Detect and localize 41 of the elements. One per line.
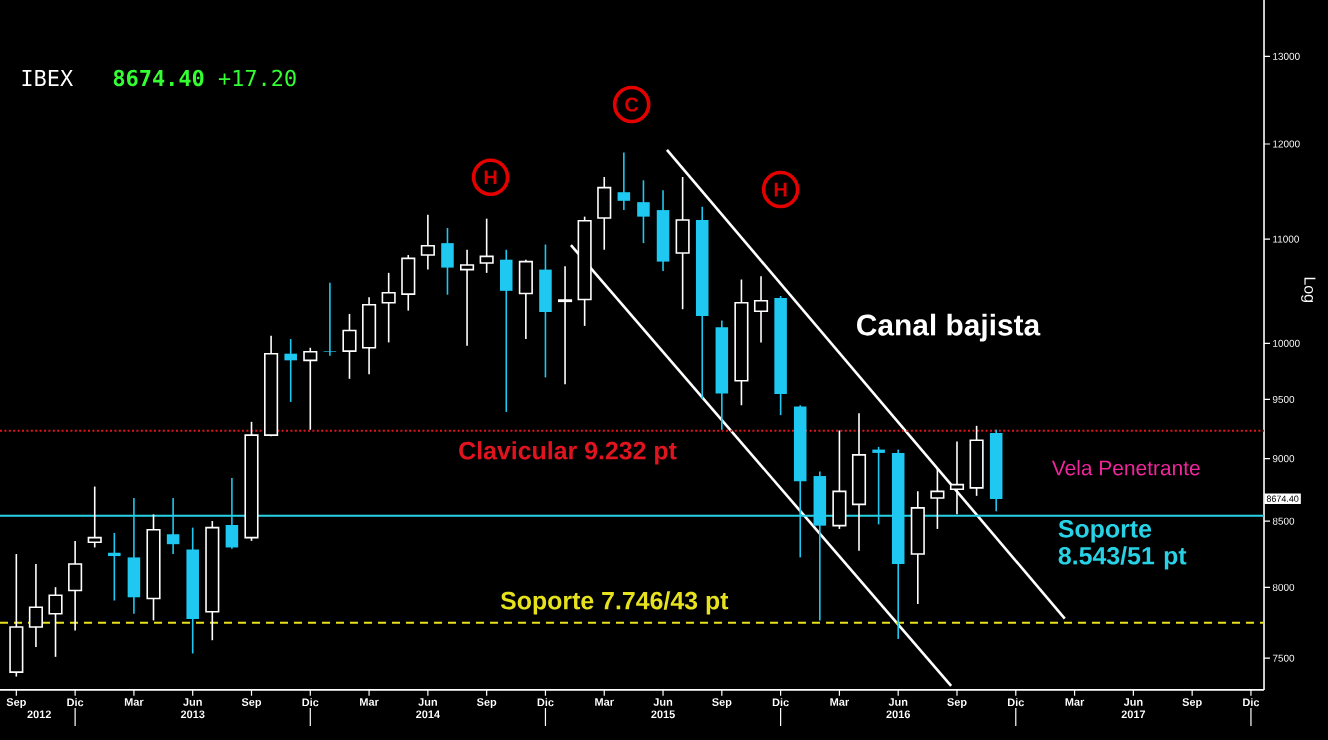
candlestick [48, 586, 63, 658]
annotation: H [774, 182, 787, 197]
candlestick [617, 151, 631, 211]
candlestick [28, 563, 43, 648]
candlestick [597, 176, 612, 251]
candlestick [949, 440, 965, 516]
text: IBEX [22, 70, 73, 86]
ref-line-label: Clavicular 9.232 pt [459, 441, 677, 465]
candlestick [753, 275, 769, 344]
candlestick [381, 272, 396, 344]
candlestick [68, 540, 83, 632]
candlestick [969, 425, 984, 497]
text: 8674.40 +17.20 [113, 69, 296, 87]
candlestick [832, 429, 847, 530]
ref-line-label: Soporte 7.746/43 pt [500, 591, 729, 615]
candlestick [499, 248, 513, 413]
candlestick [479, 217, 494, 274]
candlestick [910, 490, 925, 605]
candlestick [539, 243, 552, 379]
candlestick [342, 313, 357, 380]
candlestick [87, 485, 102, 549]
annotation: C [625, 97, 639, 112]
candlestick [675, 176, 690, 311]
candlestick [323, 282, 337, 357]
ref-line-label: Soporte 8.543/51 pt [1058, 520, 1187, 570]
candlestick [108, 532, 121, 602]
candlestick [362, 296, 377, 376]
annotation: Vela Penetrante [1051, 460, 1200, 476]
candlestick [557, 265, 573, 385]
candlestick [303, 346, 318, 431]
candlestick [284, 338, 297, 403]
annotation: H [484, 170, 497, 185]
candlestick [9, 553, 24, 678]
candlestick [930, 467, 945, 530]
candlestick [460, 248, 475, 347]
candlestick [420, 213, 435, 271]
annotation: Canal bajista [857, 313, 1041, 342]
candlestick [401, 254, 416, 312]
candlestick [518, 258, 533, 340]
candlestick [441, 227, 454, 296]
candlestick [637, 179, 650, 244]
